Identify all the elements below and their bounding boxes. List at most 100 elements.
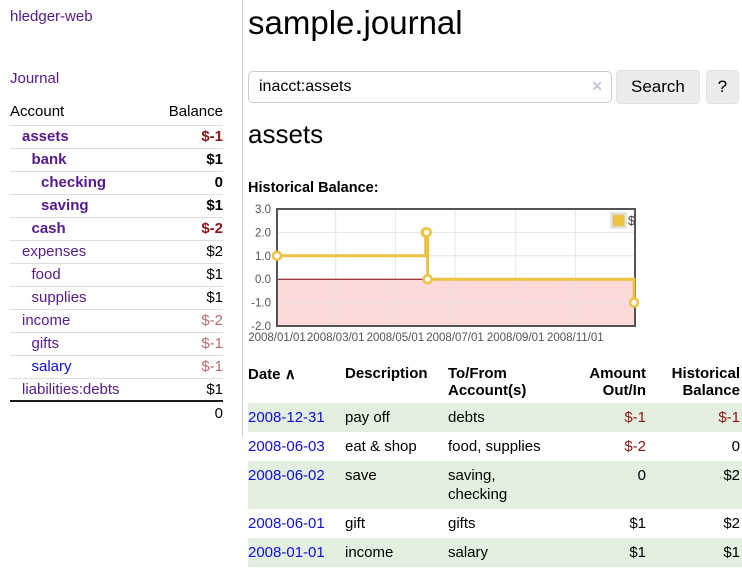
accounts-cell: debts [448,408,485,426]
account-total-balance: 0 [152,400,223,424]
accounts-cell: saving, checking [448,466,508,503]
y-tick-label: -2.0 [251,321,271,333]
account-table-header: Account Balance [10,103,223,125]
date-link[interactable]: 2008-06-01 [248,514,325,532]
account-link[interactable]: checking [41,174,107,191]
account-row: checking 0 [10,170,223,194]
account-row: food $1 [10,262,223,286]
sort-ascending-icon: ∧ [284,365,296,383]
account-row: cash $-2 [10,216,223,240]
register-table-body: 2008-12-31 pay off debts $-1 $-1 2008-06-03 ea… [248,402,742,567]
account-balance: $-1 [152,354,223,378]
account-balance: 0 [152,170,223,194]
description-cell: gift [345,514,366,532]
account-balance: $1 [152,262,223,286]
account-balance: $2 [152,239,223,263]
account-balance: $-1 [152,331,223,355]
data-point [422,273,433,285]
account-row: income $-2 [10,308,223,332]
register-header-row: Date ∧ Description To/From Account(s) Am… [248,363,742,403]
page-title: sample.journal [248,4,463,41]
description-column-header: Description [345,364,428,382]
register-row[interactable]: 2008-01-01 income salary $1 $1 [248,537,742,567]
balance-cell: 0 [731,437,740,455]
data-point [271,250,283,261]
description-cell: eat & shop [345,437,417,455]
date-link[interactable]: 2008-06-03 [248,437,325,455]
account-link[interactable]: saving [41,197,89,214]
register-row[interactable]: 2008-06-02 save saving, checking 0 $2 [248,460,742,509]
x-tick-label: 2008/05/01 [367,332,425,344]
legend-swatch [612,214,625,227]
description-cell: pay off [345,408,390,426]
plot-border [276,207,636,327]
x-tick-label: 2008/07/01 [426,332,484,344]
accounts-column-header: To/From Account(s) [448,364,527,399]
amount-cell: $1 [629,543,646,561]
balance-cell: $2 [723,466,740,484]
clear-search-icon[interactable]: ✕ [591,77,603,94]
date-link[interactable]: 2008-06-02 [248,466,325,484]
date-column-header[interactable]: Date ∧ [248,363,345,403]
account-link[interactable]: cash [31,220,66,237]
sidebar: hledger-web Journal Account Balance asse… [0,0,243,437]
help-button[interactable]: ? [705,69,739,104]
accounts-cell: salary [448,543,489,561]
x-tick-label: 2008/09/01 [487,332,545,344]
y-tick-label: 1.0 [255,251,271,263]
account-link[interactable]: supplies [31,289,87,306]
chart-heading: Historical Balance: [248,179,379,196]
balance-column-header: Balance [168,103,223,121]
account-link[interactable]: expenses [22,243,87,260]
account-link[interactable]: income [22,312,71,329]
app-brand-link[interactable]: hledger-web [10,8,93,25]
account-link[interactable]: bank [31,151,67,168]
main-content: sample.journal ✕ Search ? assets Histori… [243,0,742,567]
sidebar-item-journal[interactable]: Journal [10,70,60,87]
account-row: assets $-1 [10,124,223,148]
amount-cell: $1 [629,514,646,532]
register-row[interactable]: 2008-06-03 eat & shop food, supplies $-2 0 [248,432,742,461]
account-column-header: Account [10,103,65,121]
balance-column-header-register: Historical Balance [671,364,740,399]
account-row: bank $1 [10,147,223,171]
account-balance: $-1 [152,124,223,148]
account-row: saving $1 [10,193,223,217]
account-total-row: 0 [10,400,223,424]
account-link[interactable]: food [31,266,61,283]
account-link[interactable]: assets [22,128,69,145]
register-row[interactable]: 2008-12-31 pay off debts $-1 $-1 [248,402,742,432]
y-tick-label: 3.0 [255,204,271,216]
amount-column-header: Amount Out/In [589,364,646,399]
legend-label: $ [628,214,635,228]
account-table-body: assets $-1 bank $1 checking 0 saving $1 cash $-2 e… [10,124,223,401]
amount-cell: 0 [637,466,646,484]
account-row: gifts $-1 [10,331,223,355]
x-tick-label: 2008/03/01 [307,332,365,344]
x-tick-label: 2008/01/01 [248,332,306,344]
search-input-wrap: ✕ [248,70,612,103]
register-table: Date ∧ Description To/From Account(s) Am… [248,363,742,567]
account-row: supplies $1 [10,285,223,309]
accounts-cell: gifts [448,514,476,532]
search-button[interactable]: Search [616,69,700,104]
account-heading: assets [248,118,324,149]
data-point [628,297,639,308]
account-row: liabilities:debts $1 [10,377,223,401]
amount-cell: $-1 [624,408,646,426]
account-link[interactable]: salary [31,358,72,375]
accounts-cell: food, supplies [448,437,541,455]
search-input[interactable] [248,70,612,103]
y-tick-label: 2.0 [255,227,271,239]
account-balance: $1 [152,285,223,309]
date-link[interactable]: 2008-01-01 [248,543,325,561]
register-row[interactable]: 2008-06-01 gift gifts $1 $2 [248,509,742,538]
account-row: expenses $2 [10,239,223,263]
account-link[interactable]: liabilities:debts [22,380,120,398]
description-cell: save [345,466,377,484]
date-link[interactable]: 2008-12-31 [248,408,325,426]
account-balance: $1 [152,193,223,217]
account-balance-table: Account Balance assets $-1 bank $1 checking 0… [10,103,223,424]
account-link[interactable]: gifts [31,335,60,352]
